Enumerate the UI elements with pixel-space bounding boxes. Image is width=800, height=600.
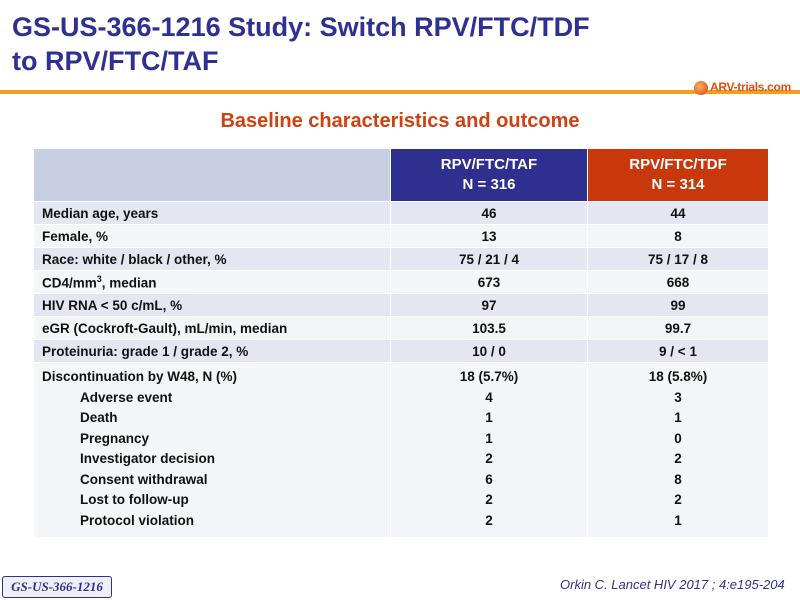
taf-value: 6 [485,471,493,487]
row-label: Proteinuria: grade 1 / grade 2, % [33,339,391,363]
tdf-value: 8 [587,224,769,248]
header-tdf: RPV/FTC/TDF N = 314 [587,148,769,202]
baseline-table: RPV/FTC/TAF N = 316 RPV/FTC/TDF N = 314 … [33,148,769,538]
arv-trials-logo: ARV-trials.com [694,80,791,95]
study-badge: GS-US-366-1216 [2,576,112,598]
tdf-value: 75 / 17 / 8 [587,247,769,271]
table-row: Female, % 13 8 [33,224,769,248]
taf-value: 18 (5.7%) [459,369,519,384]
taf-value: 1 [485,430,493,446]
discontinuation-tdf-values: 18 (5.8%) 3 1 0 2 8 2 1 [587,362,769,538]
logo-icon [694,80,708,95]
header-taf-n: N = 316 [462,176,516,193]
reason-label: Adverse event [80,389,173,405]
taf-value: 103.5 [390,316,588,340]
tdf-value: 9 / < 1 [587,339,769,363]
discontinuation-taf-values: 18 (5.7%) 4 1 1 2 6 2 2 [390,362,588,538]
taf-value: 75 / 21 / 4 [390,247,588,271]
taf-value: 97 [390,293,588,317]
title-line-2: to RPV/FTC/TAF [12,46,219,76]
tdf-value: 99.7 [587,316,769,340]
row-label-text: CD4/mm [42,275,97,291]
tdf-value: 1 [674,512,682,528]
header-tdf-n: N = 314 [651,176,705,193]
header-blank-cell [33,148,391,202]
taf-value: 2 [485,512,493,528]
table-row: HIV RNA < 50 c/mL, % 97 99 [33,293,769,317]
taf-value: 2 [485,451,493,466]
row-label-superscript: 3 [96,273,102,284]
reason-label: Protocol violation [80,512,195,528]
discontinuation-labels: Discontinuation by W48, N (%) Adverse ev… [33,362,391,538]
tdf-value: 18 (5.8%) [648,369,708,384]
tdf-value: 3 [674,389,682,405]
taf-value: 13 [390,224,588,248]
taf-value: 673 [390,270,588,294]
table-row: Median age, years 46 44 [33,201,769,225]
row-label: Median age, years [33,201,391,225]
reason-label: Investigator decision [80,451,216,466]
taf-value: 4 [485,389,493,405]
discontinuation-row: Discontinuation by W48, N (%) Adverse ev… [33,362,769,538]
row-label: Race: white / black / other, % [33,247,391,271]
row-label-suffix: , median [101,275,157,291]
taf-value: 46 [390,201,588,225]
header-taf: RPV/FTC/TAF N = 316 [390,148,588,202]
discontinuation-label: Discontinuation by W48, N (%) [42,369,238,384]
slide-title: GS-US-366-1216 Study: Switch RPV/FTC/TDF… [12,10,692,78]
logo-text: ARV-trials.com [710,80,791,94]
tdf-value: 8 [674,471,682,487]
reason-label: Lost to follow-up [80,492,189,507]
tdf-value: 99 [587,293,769,317]
tdf-value: 0 [674,430,682,446]
reason-label: Pregnancy [80,430,150,446]
table-row: eGR (Cockroft-Gault), mL/min, median 103… [33,316,769,340]
tdf-value: 44 [587,201,769,225]
tdf-value: 1 [674,410,682,425]
table-row: Proteinuria: grade 1 / grade 2, % 10 / 0… [33,339,769,363]
header-tdf-arm: RPV/FTC/TDF [629,156,727,173]
taf-value: 10 / 0 [390,339,588,363]
header-taf-arm: RPV/FTC/TAF [440,156,538,173]
taf-value: 1 [485,410,493,425]
citation: Orkin C. Lancet HIV 2017 ; 4:e195-204 [560,577,785,592]
tdf-value: 2 [674,451,682,466]
reason-label: Death [80,410,118,425]
table-row: CD4/mm3, median 673 668 [33,270,769,294]
row-label: CD4/mm3, median [33,270,391,294]
table-row: Race: white / black / other, % 75 / 21 /… [33,247,769,271]
title-underline [0,90,800,94]
row-label: eGR (Cockroft-Gault), mL/min, median [33,316,391,340]
reason-label: Consent withdrawal [80,471,208,487]
section-subtitle: Baseline characteristics and outcome [220,110,580,132]
tdf-value: 2 [674,492,682,507]
tdf-value: 668 [587,270,769,294]
title-line-1: GS-US-366-1216 Study: Switch RPV/FTC/TDF [12,12,590,42]
row-label: Female, % [33,224,391,248]
row-label: HIV RNA < 50 c/mL, % [33,293,391,317]
taf-value: 2 [485,492,493,507]
